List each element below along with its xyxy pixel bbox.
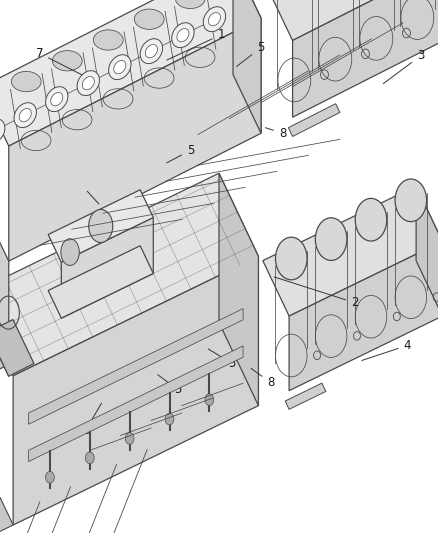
- Ellipse shape: [46, 471, 54, 483]
- Polygon shape: [288, 103, 340, 136]
- Polygon shape: [13, 256, 258, 525]
- Ellipse shape: [172, 23, 194, 47]
- Polygon shape: [285, 383, 326, 409]
- Ellipse shape: [145, 45, 157, 58]
- Ellipse shape: [315, 218, 347, 261]
- Ellipse shape: [53, 51, 82, 71]
- Polygon shape: [263, 186, 438, 316]
- Ellipse shape: [175, 0, 205, 9]
- Polygon shape: [48, 246, 153, 318]
- Ellipse shape: [134, 9, 164, 29]
- Text: 7: 7: [35, 47, 92, 80]
- Ellipse shape: [395, 179, 427, 222]
- Polygon shape: [0, 497, 13, 532]
- Ellipse shape: [355, 198, 387, 241]
- Polygon shape: [293, 0, 438, 117]
- Ellipse shape: [82, 77, 94, 90]
- Ellipse shape: [19, 109, 31, 122]
- Ellipse shape: [208, 13, 220, 26]
- Polygon shape: [0, 305, 27, 371]
- Polygon shape: [61, 217, 153, 318]
- Polygon shape: [289, 241, 438, 391]
- Polygon shape: [28, 309, 243, 424]
- Text: 5: 5: [167, 144, 194, 163]
- Ellipse shape: [46, 87, 68, 111]
- Ellipse shape: [11, 71, 41, 92]
- Text: 8: 8: [251, 368, 274, 389]
- Text: 8: 8: [265, 127, 286, 140]
- Polygon shape: [48, 190, 153, 262]
- Ellipse shape: [61, 239, 79, 265]
- Polygon shape: [0, 173, 258, 376]
- Ellipse shape: [51, 93, 63, 106]
- Ellipse shape: [93, 30, 123, 50]
- Polygon shape: [9, 18, 261, 261]
- Text: 4: 4: [362, 339, 411, 360]
- Polygon shape: [416, 186, 438, 316]
- Polygon shape: [0, 319, 34, 376]
- Polygon shape: [0, 0, 261, 146]
- Text: 5: 5: [237, 42, 264, 67]
- Polygon shape: [233, 0, 261, 133]
- Ellipse shape: [125, 433, 134, 445]
- Ellipse shape: [165, 413, 174, 425]
- Text: 6: 6: [81, 403, 102, 437]
- Text: 6: 6: [87, 191, 111, 220]
- Ellipse shape: [205, 394, 214, 406]
- Polygon shape: [28, 346, 243, 462]
- Ellipse shape: [89, 209, 113, 243]
- Ellipse shape: [276, 237, 307, 280]
- Text: 5: 5: [208, 349, 236, 370]
- Text: 1: 1: [167, 28, 225, 60]
- Ellipse shape: [140, 39, 162, 63]
- Text: 5: 5: [158, 375, 181, 395]
- Ellipse shape: [109, 55, 131, 79]
- Ellipse shape: [203, 7, 226, 31]
- Text: 2: 2: [274, 277, 359, 309]
- Polygon shape: [0, 217, 9, 376]
- Polygon shape: [219, 173, 258, 406]
- Text: 3: 3: [383, 50, 424, 84]
- Ellipse shape: [0, 119, 5, 143]
- Ellipse shape: [177, 29, 189, 42]
- Polygon shape: [265, 0, 438, 41]
- Ellipse shape: [14, 103, 36, 127]
- Ellipse shape: [114, 61, 126, 74]
- Ellipse shape: [77, 71, 99, 95]
- Ellipse shape: [85, 452, 94, 464]
